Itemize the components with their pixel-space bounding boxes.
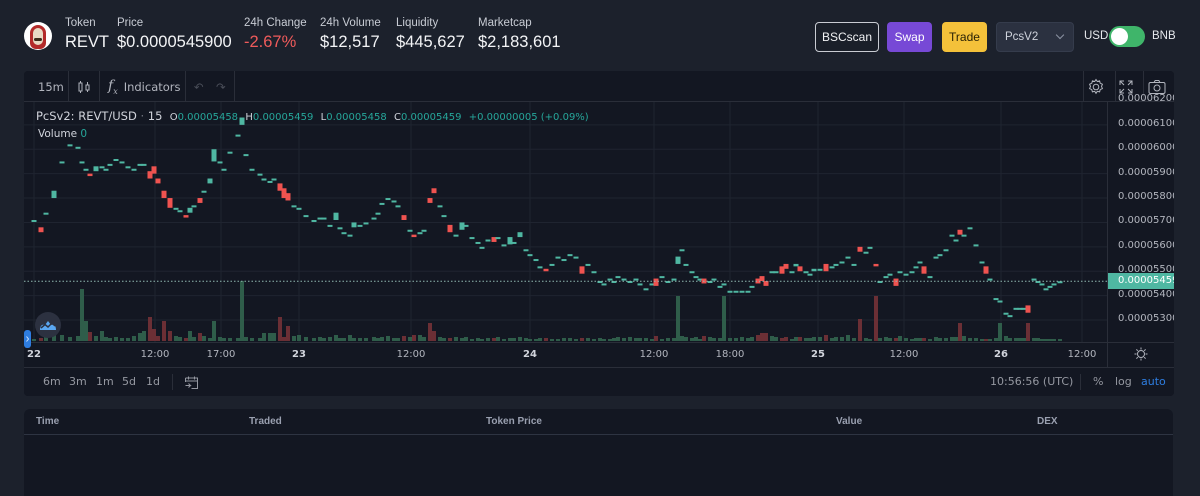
token-stat: Token REVT: [65, 17, 109, 52]
candle-style-icon[interactable]: [77, 71, 91, 102]
settings-gear-icon[interactable]: [1087, 71, 1105, 102]
marketcap-label: Marketcap: [478, 17, 532, 29]
price-tick: 0.00005700: [1118, 215, 1174, 227]
time-tick: 17:00: [206, 349, 236, 360]
utc-clock[interactable]: 10:56:56 (UTC): [990, 375, 1074, 388]
legend-high: 0.00005459: [252, 112, 314, 123]
marketcap-stat: Marketcap $2,183,601: [478, 17, 561, 52]
liquidity-label: Liquidity: [396, 17, 439, 29]
chart-theme-icon[interactable]: [1134, 347, 1148, 361]
price-tick: 0.00005900: [1118, 166, 1174, 178]
time-tick: 12:00: [140, 349, 170, 360]
percent-scale-toggle[interactable]: %: [1093, 375, 1104, 388]
interval-button[interactable]: 15m: [38, 79, 64, 94]
legend-interval: 15: [147, 109, 163, 123]
volume-value: $12,517: [320, 33, 380, 51]
legend-open: 0.00005458: [177, 112, 239, 123]
bscscan-button[interactable]: BSCscan: [815, 22, 879, 52]
currency-bnb-label: BNB: [1152, 30, 1176, 42]
trades-table: Time Traded Token Price Value DEX: [24, 409, 1173, 496]
dex-select-value: PcsV2: [1005, 31, 1039, 43]
time-tick: 25: [811, 349, 825, 360]
token-header: Token REVT Price $0.0000545900 24h Chang…: [0, 0, 1200, 70]
token-value: REVT: [65, 33, 110, 51]
liquidity-stat: Liquidity $445,627: [396, 17, 465, 52]
tradingview-logo[interactable]: [35, 312, 61, 338]
currency-toggle[interactable]: [1109, 26, 1145, 47]
time-tick: 18:00: [715, 349, 745, 360]
range-3m[interactable]: 3m: [69, 375, 87, 388]
goto-date-calendar-icon[interactable]: [184, 375, 199, 390]
time-tick: 12:00: [889, 349, 919, 360]
price-tick: 0.00006200: [1118, 93, 1174, 105]
column-traded: Traded: [249, 416, 282, 427]
chart-toolbar: 15m fx Indicators ↶ ↷: [24, 71, 1174, 102]
dex-select[interactable]: PcsV2: [996, 22, 1074, 52]
time-tick: 26: [994, 349, 1008, 360]
time-tick: 12:00: [639, 349, 669, 360]
volume-value: 0: [80, 128, 88, 140]
price-tick: 0.00005600: [1118, 239, 1174, 251]
price-stat: Price $0.0000545900: [117, 17, 232, 52]
trade-button[interactable]: Trade: [942, 22, 987, 52]
volume-stat: 24h Volume $12,517: [320, 17, 381, 52]
change-stat: 24h Change -2.67%: [244, 17, 307, 52]
drawing-toolbar-expand-handle[interactable]: [24, 330, 31, 348]
price-tick: 0.00005800: [1118, 191, 1174, 203]
volume-label: 24h Volume: [320, 17, 381, 29]
chevron-down-icon: [1055, 30, 1065, 40]
time-tick: 12:00: [1067, 349, 1097, 360]
current-price-label: 0.00005459: [1108, 273, 1174, 290]
fx-icon: fx: [108, 77, 118, 96]
time-axis[interactable]: 22 12:00 17:00 23 12:00 24 12:00 18:00 25 12:00 26…: [24, 342, 1174, 367]
indicators-label: Indicators: [123, 79, 181, 94]
change-label: 24h Change: [244, 17, 307, 29]
range-6m[interactable]: 6m: [43, 375, 61, 388]
chart-footer: 6m 3m 1m 5d 1d 10:56:56 (UTC) % log auto: [24, 367, 1174, 396]
range-1m[interactable]: 1m: [96, 375, 114, 388]
legend-change: +0.00000005 (+0.09%): [468, 112, 589, 123]
currency-usd-label: USD: [1084, 30, 1109, 42]
time-tick: 12:00: [396, 349, 426, 360]
token-avatar: [24, 22, 52, 50]
column-time: Time: [36, 416, 60, 427]
marketcap-value: $2,183,601: [478, 33, 561, 51]
range-1d[interactable]: 1d: [146, 375, 160, 388]
price-axis[interactable]: 0.00006200 0.00006100 0.00006000 0.00005900…: [1107, 93, 1174, 342]
change-value: -2.67%: [244, 33, 297, 51]
toggle-knob: [1111, 28, 1128, 45]
time-tick: 24: [523, 349, 537, 360]
price-tick: 0.00006000: [1118, 142, 1174, 154]
fullscreen-icon[interactable]: [1118, 71, 1134, 102]
column-dex: DEX: [1037, 416, 1058, 427]
column-value: Value: [836, 416, 863, 427]
auto-scale-toggle[interactable]: auto: [1141, 375, 1166, 388]
legend-close: 0.00005459: [401, 112, 462, 123]
price-tick: 0.00005400: [1118, 288, 1174, 300]
time-tick: 22: [27, 349, 41, 360]
legend-low: 0.00005458: [326, 112, 387, 123]
price-value: $0.0000545900: [117, 33, 232, 51]
column-token-price: Token Price: [486, 416, 542, 427]
table-header: Time Traded Token Price Value DEX: [24, 409, 1173, 435]
time-tick: 23: [292, 349, 306, 360]
range-5d[interactable]: 5d: [122, 375, 136, 388]
price-label: Price: [117, 17, 144, 29]
indicators-button[interactable]: fx Indicators: [108, 71, 181, 102]
legend-symbol: PcSv2: REVT/USD: [36, 109, 137, 123]
price-tick: 0.00005300: [1118, 313, 1174, 325]
liquidity-value: $445,627: [396, 33, 465, 51]
candlestick-plot[interactable]: [24, 102, 1107, 342]
undo-icon[interactable]: ↶: [194, 79, 204, 94]
chart-legend: PcSv2: REVT/USD · 15 O0.00005458 H0.0000…: [36, 109, 589, 123]
swap-button[interactable]: Swap: [887, 22, 932, 52]
log-scale-toggle[interactable]: log: [1115, 375, 1132, 388]
volume-legend: Volume 0: [38, 128, 88, 140]
tradingview-chart[interactable]: 15m fx Indicators ↶ ↷ PcSv2: REVT/USD · …: [24, 71, 1174, 396]
token-label: Token: [65, 17, 96, 29]
camera-screenshot-icon[interactable]: [1148, 71, 1166, 102]
price-tick: 0.00006100: [1118, 117, 1174, 129]
redo-icon[interactable]: ↷: [216, 79, 226, 94]
price-tick: 0.00005500: [1118, 264, 1174, 276]
